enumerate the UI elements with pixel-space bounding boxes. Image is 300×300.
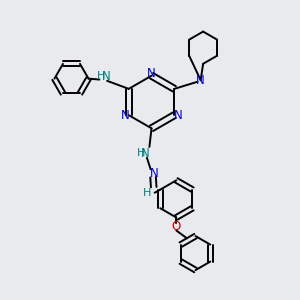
Text: O: O	[172, 220, 181, 233]
Text: N: N	[150, 167, 159, 180]
Text: N: N	[121, 109, 129, 122]
Text: N: N	[141, 147, 150, 160]
Text: N: N	[196, 74, 205, 87]
Text: N: N	[102, 70, 110, 83]
Text: N: N	[174, 109, 182, 122]
Text: H: H	[143, 188, 151, 198]
Text: H: H	[136, 148, 145, 158]
Text: H: H	[97, 71, 106, 81]
Text: N: N	[147, 67, 156, 80]
